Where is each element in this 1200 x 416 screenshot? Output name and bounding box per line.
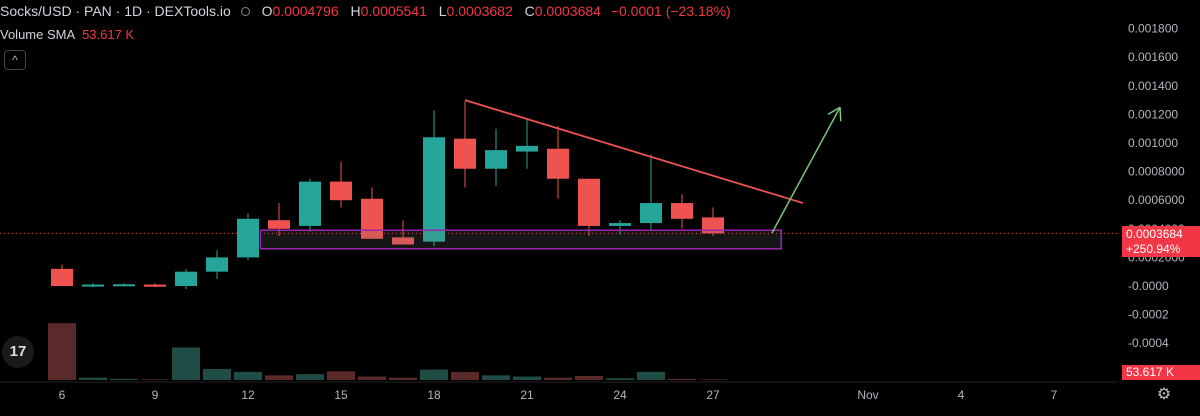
y-tick-label: 0.0006000 [1128,193,1185,207]
candle-body [113,284,135,287]
candle-body [82,284,104,287]
y-tick-label: -0.0002 [1128,308,1169,322]
volume-bar [296,374,324,380]
last-price-tag: 0.0003684 [1122,226,1200,242]
breakout-arrow-head [827,106,841,116]
close-key: C [524,3,535,19]
chart-header: Socks/USD · PAN · 1D · DEXTools.io O0.00… [0,3,731,19]
x-tick-label: Nov [857,388,878,402]
volume-bar [637,371,665,380]
resistance-trendline [464,99,804,204]
volume-bar [668,378,696,380]
candle-body [361,198,383,239]
candle-body [206,257,228,272]
candle-body [392,237,414,245]
volume-tag: 53.617 K [1122,365,1200,380]
candle-body [578,178,600,226]
gear-icon[interactable]: ⚙ [1156,386,1172,403]
candle-body [299,181,321,226]
symbol-title[interactable]: Socks/USD · PAN · 1D · DEXTools.io [0,3,231,19]
candle-body [237,218,259,258]
volume-bar [172,347,200,380]
volume-bar [575,375,603,380]
y-tick-label: 0.001600 [1128,50,1178,64]
volume-bar [606,378,634,380]
volume-bar [48,323,76,380]
x-tick-label: 4 [958,388,965,402]
last-pct-tag: +250.94% [1122,242,1200,257]
change-value: −0.0001 (−23.18%) [610,3,731,19]
y-tick-label: 0.0008000 [1128,165,1185,179]
volume-bar [358,376,386,380]
high-value: 0.0005541 [360,3,427,19]
x-tick-label: 9 [152,388,159,402]
candle-body [423,137,445,242]
y-tick-label: 0.001800 [1128,22,1178,36]
volume-bar [482,375,510,380]
candle-body [144,284,166,287]
x-axis: 6 9 12 15 18 21 24 27 Nov 4 7 [59,388,1058,402]
candle-body [454,138,476,169]
candle-body [671,203,693,219]
candle-body [330,181,352,201]
candles [51,101,724,289]
volume-bar [389,377,417,380]
volume-label: Volume SMA [0,27,75,42]
breakout-arrow [771,106,841,234]
open-value: 0.0004796 [272,3,339,19]
breakout-arrow-head [839,107,842,122]
support-box [259,229,782,250]
close-value: 0.0003684 [534,3,601,19]
volume-value: 53.617 K [82,27,135,42]
status-dot-icon [240,7,250,16]
x-tick-label: 15 [334,388,348,402]
volume-bar [513,376,541,380]
x-tick-label: 6 [59,388,66,402]
candle-body [485,150,507,169]
x-tick-label: 27 [706,388,720,402]
candle-body [268,220,290,229]
y-tick-label: -0.0000 [1128,279,1169,293]
y-tick-label: 0.001000 [1128,136,1178,150]
x-tick-label: 21 [520,388,534,402]
volume-bars [48,323,727,380]
volume-bar [265,375,293,380]
volume-legend[interactable]: Volume SMA 53.617 K [0,27,134,42]
volume-bar [327,371,355,380]
x-tick-label: 12 [241,388,255,402]
low-value: 0.0003682 [446,3,513,19]
candle-body [702,217,724,234]
candle-body [609,223,631,226]
volume-bar [420,369,448,380]
x-tick-label: 24 [613,388,627,402]
x-tick-label: 18 [427,388,441,402]
low-key: L [438,3,447,19]
collapse-legend-button[interactable]: ^ [4,50,26,70]
y-tick-label: 0.001400 [1128,79,1178,93]
chevron-up-icon: ^ [12,53,18,67]
volume-bar [110,378,138,380]
drawings [259,99,842,250]
volume-bar [79,377,107,380]
y-tick-label: 0.001200 [1128,107,1178,121]
volume-bar [203,368,231,380]
volume-bar [234,371,262,380]
volume-bar [699,379,727,380]
tradingview-logo[interactable]: 17 [2,336,34,368]
chart-grid [0,232,1118,383]
open-key: O [261,3,273,19]
volume-bar [141,379,169,380]
volume-bar [451,371,479,380]
candle-body [175,271,197,286]
candle-body [547,148,569,179]
candle-body [51,268,73,286]
y-axis: 0.001800 0.001600 0.001400 0.001200 0.001000… [1128,22,1185,351]
volume-bar [544,377,572,380]
y-tick-label: -0.0004 [1128,336,1169,350]
candle-body [640,203,662,224]
high-key: H [350,3,361,19]
candle-body [516,145,538,152]
x-tick-label: 7 [1051,388,1058,402]
